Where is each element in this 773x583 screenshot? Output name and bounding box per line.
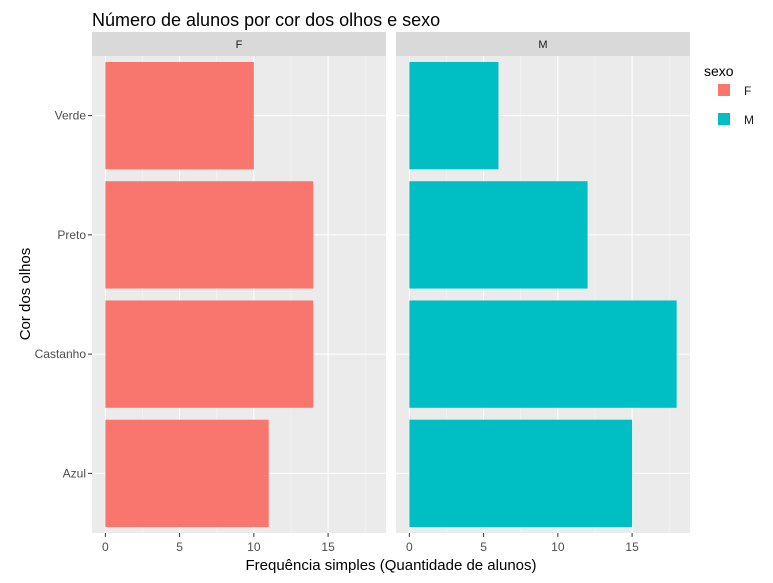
strip-label-m: M xyxy=(538,39,547,51)
x-tick-label: 0 xyxy=(102,540,109,554)
bar-m-preto xyxy=(409,181,588,289)
x-tick-label: 15 xyxy=(321,540,335,554)
legend-key-f xyxy=(718,84,730,96)
bar-f-azul xyxy=(105,419,269,528)
strip-m xyxy=(396,32,690,56)
strip-f xyxy=(92,32,386,56)
bar-f-verde xyxy=(105,61,254,170)
x-tick-label: 5 xyxy=(176,540,183,554)
bar-f-preto xyxy=(105,181,314,289)
y-axis: Azul Castanho Preto Verde xyxy=(35,109,92,480)
bar-f-castanho xyxy=(105,300,314,408)
y-tick-label: Castanho xyxy=(35,347,87,361)
y-tick-label: Verde xyxy=(55,109,87,123)
x-axis-title: Frequência simples (Quantidade de alunos… xyxy=(246,557,537,574)
legend: sexo F M xyxy=(704,63,754,127)
legend-title: sexo xyxy=(704,63,734,79)
x-tick-label: 10 xyxy=(551,540,565,554)
x-axis: 0 5 10 15 0 5 10 15 xyxy=(102,533,639,554)
legend-label-f: F xyxy=(744,84,751,98)
chart-title: Número de alunos por cor dos olhos e sex… xyxy=(92,10,440,30)
bar-m-azul xyxy=(409,419,633,528)
bar-m-castanho xyxy=(409,300,677,408)
strip-label-f: F xyxy=(236,39,243,51)
legend-key-m xyxy=(718,113,730,125)
facet-f: F xyxy=(92,32,386,533)
x-tick-label: 5 xyxy=(480,540,487,554)
y-axis-title: Cor dos olhos xyxy=(17,248,34,341)
y-tick-label: Preto xyxy=(57,228,86,242)
facet-m: M xyxy=(396,32,690,533)
x-tick-label: 0 xyxy=(406,540,413,554)
x-tick-label: 10 xyxy=(247,540,261,554)
y-tick-label: Azul xyxy=(63,466,86,480)
bar-m-verde xyxy=(409,61,499,170)
legend-label-m: M xyxy=(744,113,754,127)
x-tick-label: 15 xyxy=(625,540,639,554)
